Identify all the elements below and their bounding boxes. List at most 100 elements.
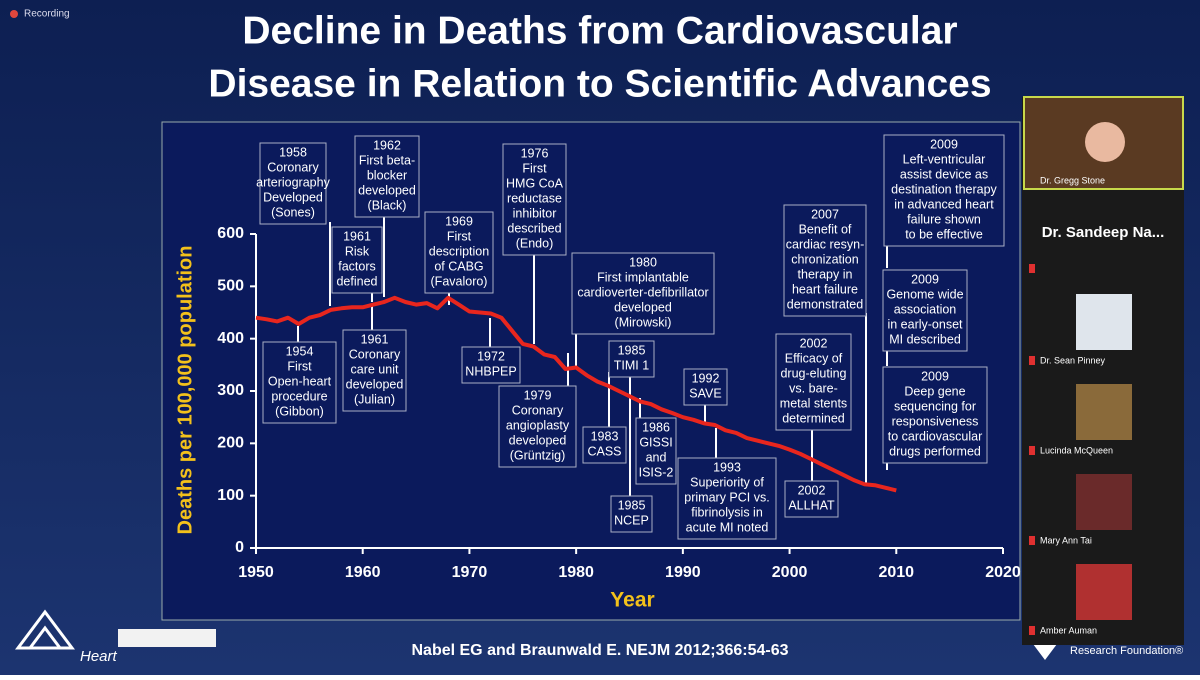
x-tick-label: 1990 <box>665 564 701 581</box>
annotation-box <box>461 346 521 384</box>
annotation-text: Coronary <box>512 403 564 417</box>
annotation-text: CASS <box>587 444 621 458</box>
x-tick-label: 2010 <box>878 564 914 581</box>
annotation-text: Efficacy of <box>785 351 843 365</box>
data-line <box>255 295 897 493</box>
recording-label: Recording <box>24 9 70 20</box>
annotation-text: Deep gene <box>904 384 965 398</box>
logo-text: Heart <box>80 648 118 665</box>
annotation-text: 2002 <box>798 483 826 497</box>
annotation-text: ISIS-2 <box>639 465 674 479</box>
annotation-text: 2007 <box>811 207 839 221</box>
annotation-text: 1986 <box>642 420 670 434</box>
annotation-box <box>683 368 728 406</box>
logo-text: Research Foundation® <box>1070 645 1183 657</box>
annotation-box <box>342 329 407 412</box>
annotation-text: assist device as <box>900 167 988 181</box>
annotation-text: drugs performed <box>889 444 981 458</box>
slide-title: Decline in Deaths from Cardiovascular <box>242 9 957 52</box>
annotation-text: 1961 <box>343 229 371 243</box>
annotation-text: 1969 <box>445 214 473 228</box>
annotation-text: to be effective <box>905 227 983 241</box>
participant-thumbnail[interactable] <box>1076 474 1132 530</box>
annotation-text: Left-ventricular <box>903 152 986 166</box>
logo-mark <box>15 609 75 650</box>
annotation-text: (Black) <box>368 198 407 212</box>
annotation-text: drug-eluting <box>780 366 846 380</box>
annotation-text: inhibitor <box>513 206 557 220</box>
x-tick-label: 1980 <box>558 564 594 581</box>
annotation-text: 1985 <box>618 498 646 512</box>
x-tick-label: 1970 <box>452 564 488 581</box>
annotation-text: developed <box>614 300 672 314</box>
annotation-text: (Grüntzig) <box>510 448 566 462</box>
annotation-text: 2009 <box>921 369 949 383</box>
annotation-text: of CABG <box>434 259 483 273</box>
annotation-text: 2009 <box>911 272 939 286</box>
annotation-text: responsiveness <box>892 414 979 428</box>
annotation-text: fibrinolysis in <box>691 505 763 519</box>
annotation-text: primary PCI vs. <box>684 490 769 504</box>
annotation-text: GISSI <box>639 435 672 449</box>
annotation-text: blocker <box>367 168 407 182</box>
zoom-toolbar[interactable] <box>118 629 216 647</box>
annotation-text: Coronary <box>267 160 319 174</box>
chart: 0 100 200 300 400 500 600 1950 1960 1970 1980 1990 2… <box>174 134 1021 612</box>
annotation-text: (Favaloro) <box>431 274 488 288</box>
annotation-text: First implantable <box>597 270 689 284</box>
y-tick-label: 600 <box>217 225 244 242</box>
annotation-text: sequencing for <box>894 399 976 413</box>
participant-thumbnail[interactable] <box>1076 564 1132 620</box>
annotation-text: 1962 <box>373 138 401 152</box>
annotation-text: 1983 <box>591 429 619 443</box>
participant-thumbnail[interactable] <box>1076 384 1132 440</box>
annotation-text: developed <box>358 183 416 197</box>
annotation-text: 1993 <box>713 460 741 474</box>
y-tick-label: 100 <box>217 487 244 504</box>
annotation-text: heart failure <box>792 282 858 296</box>
annotation-text: vs. bare- <box>789 381 838 395</box>
participant-name: Dr. Sean Pinney <box>1040 355 1106 365</box>
mute-icon <box>1029 536 1035 545</box>
annotation-text: cardiac resyn- <box>786 237 865 251</box>
annotation-text: Benefit of <box>799 222 852 236</box>
annotation-box <box>354 135 420 218</box>
speaker-face <box>1085 122 1125 162</box>
annotation-text: 2002 <box>800 336 828 350</box>
x-axis-title: Year <box>610 589 654 612</box>
annotation-text: (Mirowski) <box>615 315 672 329</box>
annotation-text: First <box>447 229 472 243</box>
annotation-text: 1992 <box>692 371 720 385</box>
x-tick-label: 1960 <box>345 564 381 581</box>
annotation-box <box>677 457 777 540</box>
y-tick-label: 300 <box>217 382 244 399</box>
recording-dot <box>10 10 18 18</box>
x-tick-label: 1950 <box>238 564 274 581</box>
annotation-text: determined <box>782 411 845 425</box>
annotation-text: procedure <box>271 389 327 403</box>
annotation-box <box>783 204 867 317</box>
annotation-text: Open-heart <box>268 374 332 388</box>
annotation-box <box>502 143 567 256</box>
participant-thumbnail[interactable] <box>1076 294 1132 350</box>
annotation-text: in advanced heart <box>894 197 994 211</box>
annotation-text: association <box>894 302 957 316</box>
annotation-text: factors <box>338 259 376 273</box>
participant-name: Mary Ann Tai <box>1040 535 1092 545</box>
annotation-text: 1954 <box>286 344 314 358</box>
mute-icon <box>1029 264 1035 273</box>
annotation-text: First beta- <box>359 153 415 167</box>
annotation-box <box>424 211 494 294</box>
annotation-box <box>262 341 337 424</box>
x-tick-label: 2000 <box>772 564 808 581</box>
annotation-text: developed <box>346 377 404 391</box>
annotation-box <box>882 269 968 352</box>
annotation-box <box>610 495 653 533</box>
participant-name: Dr. Sandeep Na... <box>1042 224 1165 241</box>
annotation-text: Genome wide <box>886 287 963 301</box>
annotation-text: acute MI noted <box>686 520 769 534</box>
annotation-text: ALLHAT <box>788 498 835 512</box>
annotation-text: 1980 <box>629 255 657 269</box>
annotation-text: care unit <box>351 362 399 376</box>
